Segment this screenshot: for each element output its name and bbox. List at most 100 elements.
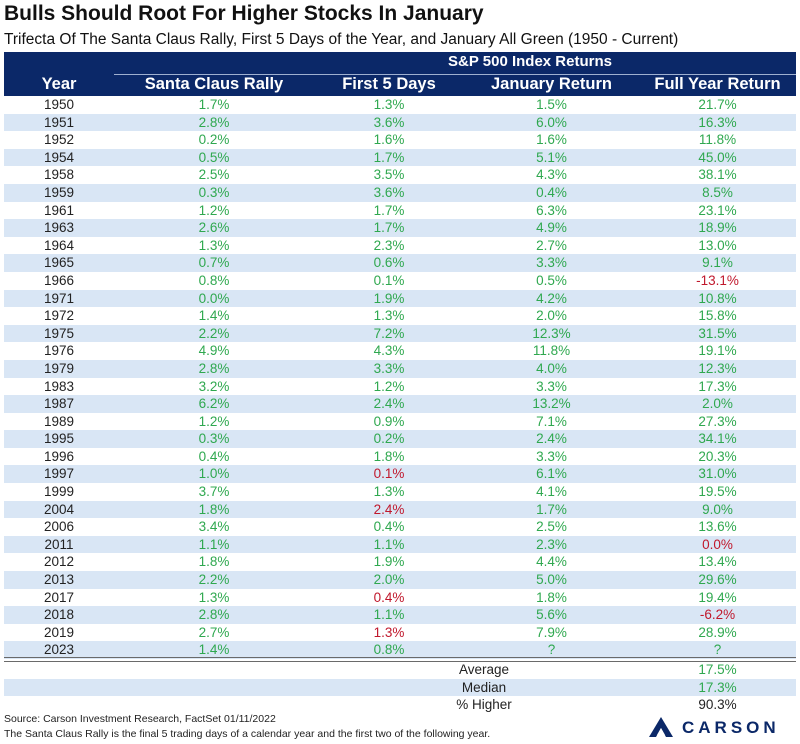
cell-full-year-return: 16.3% (698, 114, 737, 130)
cell-full-year-return: 28.9% (698, 624, 737, 640)
cell-santa-claus-rally: 2.8% (198, 114, 230, 130)
cell-full-year-return: 15.8% (698, 308, 737, 324)
definition-note: The Santa Claus Rally is the final 5 tra… (4, 728, 491, 740)
table-row: 2023 1.4% 0.8%?? (4, 641, 796, 659)
cell-full-year-return: 19.5% (698, 484, 737, 500)
column-header-first-5-days: First 5 Days (342, 75, 436, 93)
summary-value: 17.5% (698, 662, 737, 677)
cell-first-5-days: 0.1% (373, 272, 405, 288)
cell-january-return: 5.6% (536, 607, 567, 623)
cell-first-5-days: 3.5% (373, 167, 405, 183)
cell-january-return: 3.3% (536, 448, 567, 464)
cell-full-year-return: 19.4% (698, 589, 737, 605)
cell-january-return: 12.3% (532, 325, 571, 341)
cell-full-year-return: 19.1% (698, 343, 737, 359)
cell-year: 1966 (43, 272, 75, 288)
cell-year: 1996 (43, 448, 75, 464)
cell-year: 1979 (43, 360, 75, 376)
table-row: 1959 0.3% 3.6% 0.4% 8.5% (4, 183, 796, 202)
cell-first-5-days: 1.9% (373, 554, 405, 570)
column-header-full-year-return: Full Year Return (654, 75, 781, 93)
summary-row: % Higher 90.3% (4, 696, 796, 714)
cell-january-return: 4.4% (536, 554, 567, 570)
cell-january-return: 3.3% (536, 378, 567, 394)
cell-january-return: 5.1% (536, 149, 567, 165)
cell-santa-claus-rally: 2.8% (198, 360, 230, 376)
table-row: 1999 3.7% 1.3% 4.1% 19.5% (4, 483, 796, 501)
cell-santa-claus-rally: 1.4% (198, 642, 230, 658)
cell-january-return: 2.4% (536, 431, 567, 447)
cell-january-return: 4.0% (536, 360, 567, 376)
cell-santa-claus-rally: 2.2% (198, 572, 230, 588)
cell-january-return: 2.0% (536, 308, 567, 324)
cell-full-year-return: 0.0% (702, 536, 733, 552)
cell-first-5-days: 0.4% (373, 519, 405, 535)
cell-full-year-return: 38.1% (698, 167, 737, 183)
cell-full-year-return: 21.7% (698, 97, 737, 112)
cell-santa-claus-rally: 2.7% (198, 624, 230, 640)
group-header-rule (114, 74, 796, 75)
table-row: 1958 2.5% 3.5% 4.3% 38.1% (4, 166, 796, 184)
cell-year: 1965 (43, 255, 75, 271)
cell-year: 2004 (43, 501, 75, 517)
table-row: 2004 1.8% 2.4% 1.7% 9.0% (4, 500, 796, 519)
cell-full-year-return: -13.1% (696, 272, 739, 288)
table-row: 1976 4.9% 4.3% 11.8% 19.1% (4, 342, 796, 360)
cell-year: 1989 (43, 413, 75, 429)
table-row: 1975 2.2% 7.2% 12.3% 31.5% (4, 324, 796, 343)
column-header-year: Year (41, 75, 77, 93)
cell-santa-claus-rally: 6.2% (198, 396, 230, 412)
cell-full-year-return: 34.1% (698, 431, 737, 447)
cell-full-year-return: 8.5% (702, 184, 733, 200)
cell-first-5-days: 3.3% (373, 360, 405, 376)
cell-january-return: 7.9% (536, 624, 567, 640)
cell-full-year-return: 9.1% (702, 255, 733, 271)
cell-year: 2018 (43, 607, 75, 623)
cell-full-year-return: ? (713, 642, 722, 658)
cell-santa-claus-rally: 1.1% (198, 536, 230, 552)
cell-year: 2019 (43, 624, 75, 640)
source-note: Source: Carson Investment Research, Fact… (4, 713, 276, 725)
cell-year: 1995 (43, 431, 75, 447)
cell-year: 1971 (43, 290, 75, 306)
cell-january-return: 11.8% (532, 343, 571, 359)
cell-year: 1963 (43, 220, 75, 236)
cell-january-return: 6.0% (536, 114, 567, 130)
column-header-santa-claus-rally: Santa Claus Rally (144, 75, 284, 93)
table-header: S&P 500 Index Returns Year Santa Claus R… (4, 52, 796, 96)
cell-full-year-return: 31.5% (698, 325, 737, 341)
cell-first-5-days: 2.3% (373, 237, 405, 253)
cell-january-return: 1.5% (536, 97, 567, 112)
summary-label: % Higher (456, 697, 512, 712)
table-double-rule (4, 657, 796, 662)
table-row: 2013 2.2% 2.0% 5.0% 29.6% (4, 571, 796, 589)
cell-santa-claus-rally: 3.4% (198, 519, 230, 535)
cell-santa-claus-rally: 0.0% (198, 290, 230, 306)
chart-subtitle: Trifecta Of The Santa Claus Rally, First… (4, 31, 679, 48)
table-row: 1997 1.0% 0.1% 6.1% 31.0% (4, 465, 796, 484)
cell-santa-claus-rally: 2.2% (198, 325, 230, 341)
logo-text: CARSON (682, 718, 780, 737)
cell-full-year-return: 11.8% (698, 132, 737, 148)
cell-first-5-days: 0.8% (373, 642, 405, 658)
cell-first-5-days: 1.6% (373, 132, 405, 148)
cell-year: 2012 (43, 554, 75, 570)
cell-full-year-return: 9.0% (702, 501, 733, 517)
returns-table: 1950 1.7% 1.3% 1.5% 21.7% 1951 2.8% 3.6% 6.0% 16.… (4, 96, 796, 659)
cell-year: 1999 (43, 484, 75, 500)
cell-santa-claus-rally: 1.2% (198, 202, 230, 218)
cell-first-5-days: 4.3% (373, 343, 405, 359)
cell-january-return: 0.5% (536, 272, 567, 288)
table-row: 1995 0.3% 0.2% 2.4% 34.1% (4, 430, 796, 448)
cell-full-year-return: 45.0% (698, 149, 737, 165)
cell-full-year-return: 18.9% (698, 220, 737, 236)
table-row: 1971 0.0% 1.9% 4.2% 10.8% (4, 289, 796, 308)
cell-january-return: 1.8% (536, 589, 567, 605)
cell-january-return: 4.9% (536, 220, 567, 236)
cell-january-return: 1.6% (536, 132, 567, 148)
cell-santa-claus-rally: 0.7% (198, 255, 230, 271)
table-row: 2017 1.3% 0.4% 1.8% 19.4% (4, 589, 796, 607)
table-row: 2019 2.7% 1.3% 7.9% 28.9% (4, 624, 796, 642)
cell-santa-claus-rally: 1.3% (198, 237, 230, 253)
summary-rows: Average 17.5% Median 17.3% % Higher 90.3% (4, 661, 796, 714)
